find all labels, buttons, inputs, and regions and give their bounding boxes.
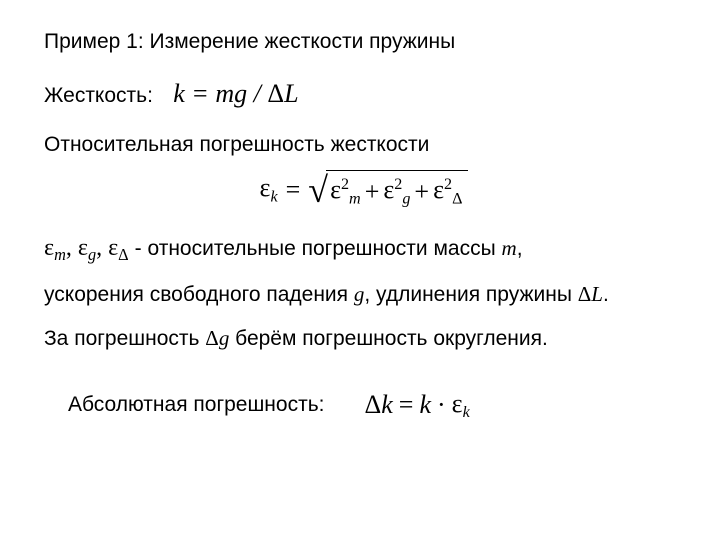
sqrt-sign: √ <box>308 174 328 215</box>
sym-mg: mg <box>215 79 247 108</box>
eps-sym: ε <box>78 235 88 261</box>
sub-g: g <box>402 190 410 207</box>
sym-k: k <box>419 390 431 420</box>
plus: + <box>365 177 380 207</box>
sub-m: m <box>349 190 361 207</box>
text: За погрешность <box>44 327 205 350</box>
sym-delta: Δ <box>364 390 381 419</box>
text-after-list: - относительные погрешности массы <box>135 237 502 260</box>
sub-k: k <box>463 404 470 421</box>
sym-k: k <box>381 390 393 419</box>
text: , удлинения пружины <box>364 283 577 306</box>
sym-g: g <box>219 326 230 350</box>
eps-k-sub: k <box>270 189 277 206</box>
example-title: Пример 1: Измерение жесткости пружины <box>44 28 684 56</box>
eps-symbol: ε <box>260 173 271 202</box>
sub-delta: Δ <box>118 245 129 264</box>
dot: · <box>437 390 446 420</box>
relative-error-label: Относительная погрешность жесткости <box>44 131 684 159</box>
plus: + <box>414 177 429 207</box>
eps-g-sq: ε2g <box>383 175 410 209</box>
eps-definitions-line1: εm, εg, εΔ - относительные погрешности м… <box>44 232 684 266</box>
stiffness-row: Жесткость: k = mg / ΔL <box>44 76 684 111</box>
eps-sym: ε <box>44 235 54 261</box>
text: ускорения свободного падения <box>44 283 354 306</box>
stiffness-label: Жесткость: <box>44 84 153 107</box>
sym-L: L <box>284 79 298 108</box>
sqrt-body: ε2m + ε2g + ε2Δ <box>326 170 468 211</box>
sym-slash: / <box>247 79 267 108</box>
eps-delta-sq: ε2Δ <box>433 175 462 209</box>
eps-m-sq: ε2m <box>330 175 361 209</box>
eps-sym: ε <box>108 235 118 261</box>
sym-k: k <box>173 79 185 108</box>
eps-sym: ε <box>383 175 394 204</box>
sub-delta: Δ <box>452 190 462 207</box>
sym-g: g <box>354 282 365 306</box>
relative-error-formula: εk = √ ε2m + ε2g + ε2Δ <box>44 170 684 211</box>
sym-L: L <box>591 282 603 306</box>
sym-delta: Δ <box>205 326 219 350</box>
eps-sym: ε <box>330 175 341 204</box>
sub-m: m <box>54 245 66 264</box>
eps-definitions-line2: ускорения свободного падения g, удлинени… <box>44 280 684 309</box>
absolute-error-formula: Δk = k · εk <box>364 389 469 422</box>
sup-2: 2 <box>444 176 452 193</box>
sqrt: √ ε2m + ε2g + ε2Δ <box>308 170 468 211</box>
equals: = <box>399 390 414 420</box>
sym-delta: Δ <box>578 282 592 306</box>
eps-k: εk <box>260 173 278 207</box>
absolute-error-row: Абсолютная погрешность: Δk = k · εk <box>68 389 684 422</box>
comma: , <box>517 237 523 260</box>
sub-g: g <box>88 245 96 264</box>
equals: = <box>286 175 301 205</box>
eps-list: εm, εg, εΔ <box>44 235 135 261</box>
text: берём погрешность округления. <box>229 327 548 350</box>
eps-sym: ε <box>433 175 444 204</box>
sym-m: m <box>502 236 517 260</box>
period: . <box>603 283 609 306</box>
absolute-error-label: Абсолютная погрешность: <box>68 391 324 419</box>
stiffness-formula: k = mg / ΔL <box>159 78 299 108</box>
sup-2: 2 <box>341 176 349 193</box>
eps-definitions-line3: За погрешность Δg берём погрешность окру… <box>44 324 684 353</box>
sym-eq: = <box>185 79 216 108</box>
sym-delta: Δ <box>267 79 284 108</box>
eps-sym: ε <box>452 389 463 418</box>
